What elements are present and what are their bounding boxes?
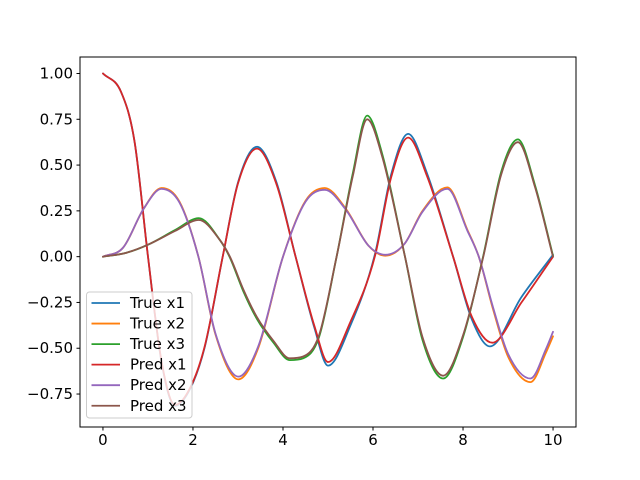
- y-axis-tick-label: 0.00: [40, 248, 73, 266]
- legend-label-true-x2: True x2: [129, 315, 185, 333]
- x-axis-tick-label: 8: [458, 431, 468, 449]
- legend: True x1 True x2 True x3 Pred x1 Pred x2 Pred …: [86, 291, 193, 419]
- x-axis-tick-label: 0: [98, 431, 108, 449]
- x-axis-tick-label: 6: [368, 431, 378, 449]
- curve-pred-x3: [102, 118, 554, 377]
- x-axis-tick-label: 2: [188, 431, 198, 449]
- x-axis-tick-label: 4: [278, 431, 288, 449]
- y-axis-tick-label: 0.75: [40, 110, 73, 128]
- legend-label-pred-x1: Pred x1: [130, 356, 187, 374]
- legend-label-true-x3: True x3: [129, 335, 185, 353]
- plot-area-border: [79, 56, 577, 428]
- y-axis-tick-label: 0.25: [40, 202, 73, 220]
- y-axis-tick-label: −0.75: [27, 385, 73, 403]
- y-axis-tick-label: −0.50: [27, 339, 73, 357]
- x-axis-tick-label: 10: [543, 431, 562, 449]
- curve-pred-x2: [102, 188, 554, 380]
- legend-label-pred-x3: Pred x3: [130, 397, 187, 415]
- y-axis-tick-label: 1.00: [40, 64, 73, 82]
- legend-label-pred-x2: Pred x2: [130, 376, 187, 394]
- y-axis-tick-label: 0.50: [40, 156, 73, 174]
- y-axis-tick-label: −0.25: [27, 293, 73, 311]
- legend-label-true-x1: True x1: [129, 294, 185, 312]
